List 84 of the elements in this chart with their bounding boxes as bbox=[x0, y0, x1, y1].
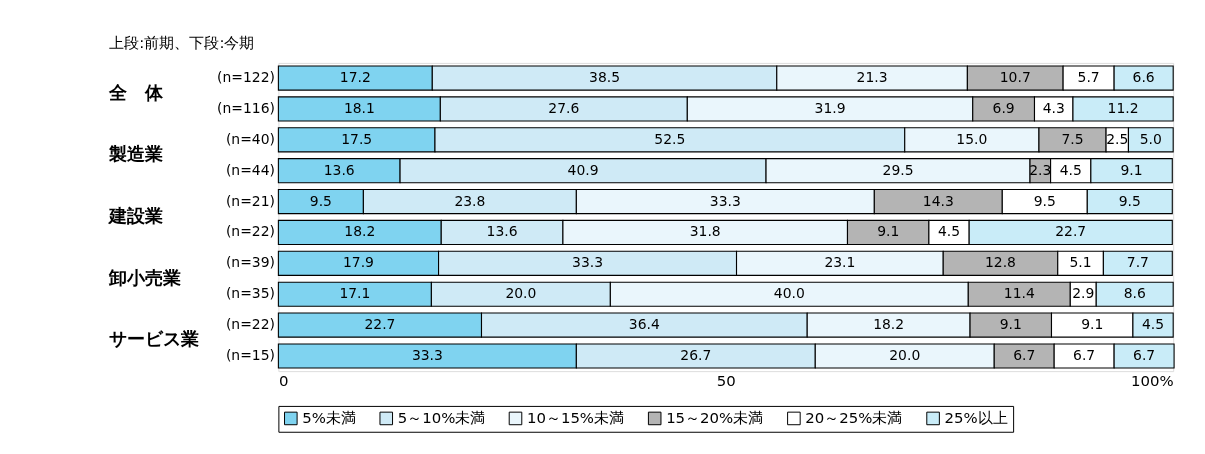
data-label: 4.3 bbox=[1042, 99, 1065, 116]
legend-label: 5～10%未満 bbox=[397, 409, 486, 428]
x-tick-label: 100% bbox=[1131, 371, 1174, 390]
y-tick-label: (n=35) bbox=[225, 285, 275, 302]
data-label: 9.5 bbox=[309, 192, 332, 209]
legend-label: 25%以上 bbox=[944, 409, 1008, 428]
y-tick-label: (n=15) bbox=[225, 346, 275, 363]
data-label: 6.6 bbox=[1132, 69, 1155, 86]
data-label: 2.5 bbox=[1106, 130, 1129, 147]
data-label: 23.8 bbox=[454, 192, 486, 209]
text: 上段:前期、下段:今期 bbox=[109, 34, 255, 52]
data-label: 11.2 bbox=[1107, 99, 1139, 116]
data-label: 36.4 bbox=[628, 316, 660, 333]
data-label: 9.1 bbox=[1081, 316, 1104, 333]
data-label: 18.1 bbox=[343, 99, 375, 116]
data-label: 29.5 bbox=[882, 161, 914, 178]
data-label: 7.5 bbox=[1061, 130, 1084, 147]
legend-label: 10～15%未満 bbox=[526, 409, 625, 428]
data-label: 22.7 bbox=[364, 316, 396, 333]
data-label: 6.7 bbox=[1073, 346, 1096, 363]
data-label: 38.5 bbox=[589, 69, 621, 86]
data-label: 20.0 bbox=[505, 285, 537, 302]
data-label: 11.4 bbox=[1003, 285, 1035, 302]
y-tick-label: (n=39) bbox=[225, 254, 275, 271]
text: 建設業 bbox=[107, 204, 164, 226]
data-label: 13.6 bbox=[486, 223, 518, 240]
y-tick-label: (n=44) bbox=[225, 161, 275, 178]
data-label: 5.0 bbox=[1139, 130, 1162, 147]
y-tick-label: (n=22) bbox=[225, 316, 275, 333]
data-label: 15.0 bbox=[956, 130, 988, 147]
y-tick-label: (n=40) bbox=[225, 130, 275, 147]
data-label: 31.9 bbox=[814, 99, 846, 116]
data-label: 9.5 bbox=[1118, 192, 1141, 209]
data-label: 40.0 bbox=[773, 285, 805, 302]
data-label: 12.8 bbox=[985, 254, 1016, 271]
x-tick-label: 0 bbox=[278, 371, 289, 390]
data-label: 17.1 bbox=[339, 285, 371, 302]
data-label: 6.9 bbox=[992, 99, 1015, 116]
data-label: 23.1 bbox=[824, 254, 856, 271]
data-label: 6.7 bbox=[1013, 346, 1036, 363]
data-label: 33.3 bbox=[411, 346, 443, 363]
data-label: 9.5 bbox=[1033, 192, 1056, 209]
data-label: 4.5 bbox=[1141, 316, 1165, 333]
x-tick-label: 50 bbox=[716, 371, 736, 390]
data-label: 22.7 bbox=[1055, 223, 1087, 240]
text: 卸小売業 bbox=[108, 266, 182, 288]
data-label: 27.6 bbox=[548, 99, 580, 116]
legend-label: 20～25%未満 bbox=[805, 409, 903, 428]
y-tick-label: (n=21) bbox=[225, 192, 275, 209]
legend-label: 5%未満 bbox=[302, 409, 356, 428]
y-tick-label: (n=122) bbox=[217, 69, 275, 86]
legend-label: 15～20%未満 bbox=[666, 409, 764, 428]
data-label: 6.7 bbox=[1133, 346, 1156, 363]
data-label: 4.5 bbox=[1059, 161, 1082, 178]
data-label: 33.3 bbox=[709, 192, 741, 209]
data-label: 26.7 bbox=[680, 346, 712, 363]
data-label: 17.9 bbox=[342, 254, 374, 271]
text: 全 体 bbox=[108, 81, 165, 103]
text: 製造業 bbox=[108, 143, 164, 165]
text: サービス業 bbox=[109, 328, 200, 350]
data-label: 5.7 bbox=[1077, 69, 1100, 86]
data-label: 2.9 bbox=[1072, 285, 1095, 302]
data-label: 52.5 bbox=[654, 130, 686, 147]
data-label: 31.8 bbox=[689, 223, 721, 240]
data-label: 9.1 bbox=[877, 223, 900, 240]
data-label: 20.0 bbox=[889, 346, 921, 363]
data-label: 17.2 bbox=[339, 69, 371, 86]
data-label: 18.2 bbox=[873, 316, 905, 333]
data-label: 40.9 bbox=[567, 161, 599, 178]
data-label: 33.3 bbox=[572, 254, 604, 271]
data-label: 10.7 bbox=[999, 69, 1031, 86]
data-label: 21.3 bbox=[856, 69, 888, 86]
data-label: 9.1 bbox=[1120, 161, 1143, 178]
data-label: 8.6 bbox=[1123, 285, 1146, 302]
data-label: 13.6 bbox=[323, 161, 355, 178]
data-label: 9.1 bbox=[999, 316, 1022, 333]
y-tick-label: (n=116) bbox=[217, 99, 275, 116]
y-tick-label: (n=22) bbox=[225, 223, 275, 240]
data-label: 18.2 bbox=[344, 223, 376, 240]
data-label: 5.1 bbox=[1069, 254, 1092, 271]
data-label: 14.3 bbox=[922, 192, 954, 209]
data-label: 4.5 bbox=[937, 223, 961, 240]
data-label: 7.7 bbox=[1126, 254, 1149, 271]
data-label: 17.5 bbox=[341, 130, 373, 147]
